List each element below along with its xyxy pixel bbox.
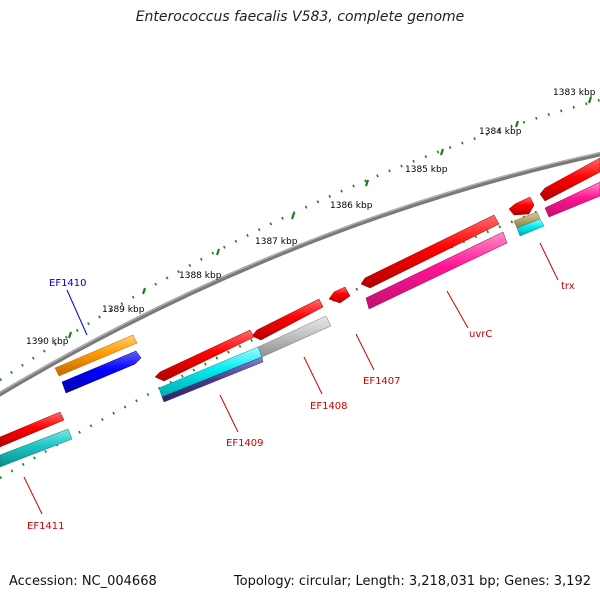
kbp-label: 1383 kbp — [553, 88, 596, 98]
genome-summary-text: Topology: circular; Length: 3,218,031 bp… — [233, 574, 591, 589]
kbp-label: 1384 kbp — [479, 127, 522, 137]
gene-label-ef1407[interactable]: EF1407 — [363, 376, 401, 387]
gene-label-trx[interactable]: trx — [561, 281, 575, 292]
gene-label-ef1408[interactable]: EF1408 — [310, 401, 348, 412]
feature-bar-indigo-ef1409[interactable] — [161, 356, 264, 403]
leader-ef1409 — [219, 394, 239, 433]
feature-bar-blue-ef1410[interactable] — [61, 350, 142, 394]
gene-arrow-ef1409-red[interactable] — [154, 329, 255, 382]
genome-backbone-highlight — [0, 152, 600, 394]
gene-arrow-trx-red[interactable] — [508, 196, 535, 216]
label-leaders — [23, 242, 559, 515]
gene-arrow-ef1407-red[interactable] — [328, 286, 351, 304]
gene-label-ef1409[interactable]: EF1409 — [226, 438, 264, 449]
leader-trx — [539, 242, 559, 281]
kbp-label: 1386 kbp — [330, 201, 373, 211]
gene-arrow-uvrC-red[interactable] — [360, 214, 500, 289]
kbp-label: 1388 kbp — [179, 271, 222, 281]
gene-label-ef1410[interactable]: EF1410 — [49, 278, 87, 289]
kbp-label: 1389 kbp — [102, 305, 145, 315]
kbp-label: 1390 kbp — [26, 337, 69, 347]
leader-uvrC — [446, 290, 469, 329]
feature-bar-teal-ef1411[interactable] — [0, 428, 73, 468]
feature-bar-magenta-uvrC[interactable] — [365, 231, 508, 310]
feature-bar-magenta-upper[interactable] — [544, 181, 600, 218]
gene-labels: trx uvrC EF1407 EF1408 EF1409 EF1410 EF1… — [27, 278, 575, 532]
leader-ef1411 — [23, 476, 43, 515]
forward-strand-features — [54, 334, 138, 377]
reverse-strand-genes — [0, 157, 600, 448]
kbp-labels: 1383 kbp 1384 kbp 1385 kbp 1386 kbp 1387… — [26, 88, 596, 347]
genome-backbone — [0, 151, 600, 397]
feature-bar-cyan-trx[interactable] — [516, 218, 545, 237]
kbp-label: 1385 kbp — [405, 165, 448, 175]
gene-label-uvrC[interactable]: uvrC — [469, 329, 492, 340]
leader-ef1410 — [66, 289, 88, 336]
leader-ef1407 — [355, 333, 375, 371]
map-title: Enterococcus faecalis V583, complete gen… — [135, 9, 465, 25]
kbp-major-ticks — [67, 96, 593, 339]
gene-arrow-ef1411-red[interactable] — [0, 411, 65, 448]
leader-ef1408 — [303, 356, 323, 395]
lower-lane-features — [0, 181, 600, 468]
gene-arrow-upper-right[interactable] — [539, 157, 600, 202]
kbp-label: 1387 kbp — [255, 237, 298, 247]
gene-label-ef1411[interactable]: EF1411 — [27, 521, 65, 532]
accession-text: Accession: NC_004668 — [9, 574, 157, 589]
feature-ef1410-orange[interactable] — [54, 334, 138, 377]
